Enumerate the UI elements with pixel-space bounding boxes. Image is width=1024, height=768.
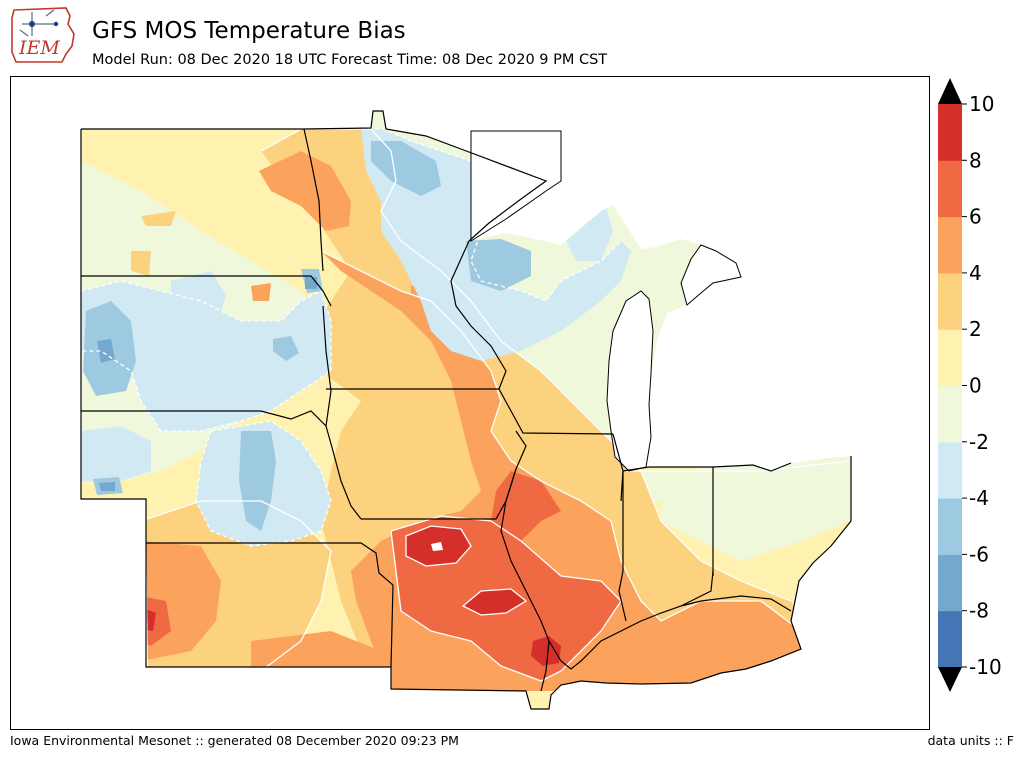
colorbar-tick-label: 0 [969, 374, 982, 398]
map-panel [10, 76, 930, 730]
state-boundaries [80, 110, 852, 710]
colorbar-tick-label: -2 [969, 430, 989, 454]
colorbar-tick-label: 4 [969, 261, 982, 285]
colorbar-bin [938, 610, 962, 668]
colorbar-bin [938, 554, 962, 612]
contour-lines [81, 128, 851, 682]
colorbar-over-arrow [938, 78, 962, 104]
colorbar-tick-label: -6 [969, 542, 989, 566]
page-subtitle: Model Run: 08 Dec 2020 18 UTC Forecast T… [92, 52, 608, 68]
page-title: GFS MOS Temperature Bias [92, 18, 406, 44]
colorbar-bin [938, 441, 962, 499]
colorbar-tick-label: 10 [969, 92, 994, 116]
footer-units: data units :: F [927, 733, 1014, 748]
colorbar-tick-label: 2 [969, 317, 982, 341]
colorbar-tick-label: -10 [969, 655, 1002, 679]
colorbar-bin [938, 272, 962, 330]
colorbar-tick-label: 8 [969, 148, 982, 172]
colorbar-bin [938, 498, 962, 555]
temperature-bias-fill [81, 111, 851, 709]
colorbar-bin [938, 216, 962, 274]
footer-attribution: Iowa Environmental Mesonet :: generated … [10, 733, 459, 748]
iem-logo: IEM [8, 6, 80, 64]
colorbar-under-arrow [938, 667, 962, 692]
logo-text: IEM [18, 37, 60, 59]
bias-map [80, 110, 861, 710]
colorbar-tick-label: -4 [969, 486, 989, 510]
colorbar-tick-label: -8 [969, 599, 989, 623]
colorbar-svg: 10 8 6 4 2 0 -2 -4 -6 -8 -10 [938, 78, 1002, 692]
colorbar-bin [938, 329, 962, 386]
colorbar-bin [938, 160, 962, 218]
great-lakes [470, 130, 861, 472]
colorbar-bin [938, 385, 962, 443]
colorbar: 10 8 6 4 2 0 -2 -4 -6 -8 -10 [936, 76, 1024, 700]
colorbar-tick-label: 6 [969, 205, 982, 229]
colorbar-bin [938, 104, 962, 161]
